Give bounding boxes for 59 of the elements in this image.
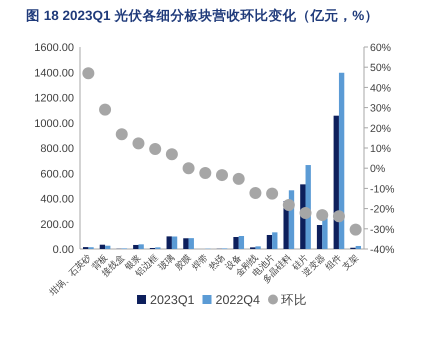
bar xyxy=(255,246,261,249)
point xyxy=(216,169,228,182)
bar xyxy=(316,225,322,249)
y-tick-label: 600.00 xyxy=(40,168,74,180)
y-tick-label: 1400.00 xyxy=(34,67,74,80)
point xyxy=(166,148,178,160)
y2-tick-label: 10% xyxy=(370,143,392,155)
point xyxy=(149,143,162,156)
point xyxy=(132,137,144,150)
legend-label: 2023Q1 xyxy=(150,293,195,307)
bar xyxy=(138,244,144,249)
bar xyxy=(238,236,244,249)
bar xyxy=(322,218,328,249)
bar xyxy=(166,236,172,249)
y-tick-label: 200.00 xyxy=(40,218,74,231)
bar xyxy=(334,116,339,249)
bar xyxy=(266,234,272,249)
y2-tick-label: -30% xyxy=(370,224,395,236)
point xyxy=(99,104,112,116)
point xyxy=(266,188,278,200)
legend-label: 2022Q4 xyxy=(216,293,260,307)
y2-tick-label: 60% xyxy=(370,42,392,54)
bar xyxy=(188,238,194,249)
point xyxy=(182,162,195,174)
y-tick-label: 400.00 xyxy=(40,194,74,206)
point xyxy=(116,128,128,140)
point xyxy=(332,210,345,222)
y2-tick-label: 50% xyxy=(370,62,392,74)
bar xyxy=(105,246,110,249)
bar xyxy=(272,232,278,249)
x-tick-label: 玻璃 xyxy=(156,252,176,272)
y2-tick-label: -40% xyxy=(370,244,395,256)
point xyxy=(82,67,94,80)
y2-tick-label: -20% xyxy=(370,204,395,216)
bar xyxy=(338,72,344,249)
bar xyxy=(233,237,239,249)
point xyxy=(232,172,245,185)
point xyxy=(300,207,312,220)
point xyxy=(249,187,262,200)
y2-tick-label: 20% xyxy=(370,122,392,135)
bar xyxy=(100,244,106,249)
point xyxy=(199,167,212,180)
y2-tick-label: -10% xyxy=(370,183,395,196)
point xyxy=(350,224,362,236)
point xyxy=(282,198,295,211)
bar xyxy=(183,238,189,249)
y-tick-label: 1200.00 xyxy=(34,92,74,104)
bar xyxy=(356,246,361,249)
y-tick-label: 1000.00 xyxy=(34,118,74,130)
y2-tick-label: 40% xyxy=(370,82,392,94)
y2-tick-label: 30% xyxy=(370,102,392,115)
bar xyxy=(172,236,178,249)
y-tick-label: 1600.00 xyxy=(34,42,74,54)
legend-label: 环比 xyxy=(280,293,307,307)
bar xyxy=(133,244,138,249)
y2-tick-label: 0% xyxy=(370,163,386,176)
point xyxy=(316,209,328,222)
y-tick-label: 800.00 xyxy=(40,143,74,155)
chart-title: 图 18 2023Q1 光伏各细分板块营收环比变化（亿元，%） xyxy=(26,7,378,23)
